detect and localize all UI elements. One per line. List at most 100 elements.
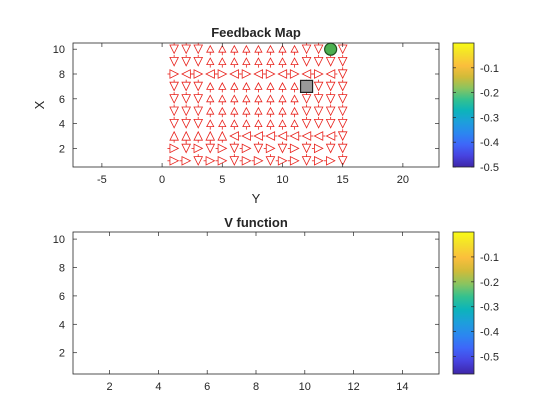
policy-arrow-down	[325, 54, 336, 67]
policy-arrow-down	[337, 141, 348, 154]
v-function-colorbar-tick-label: -0.1	[480, 252, 499, 264]
policy-arrow-up	[254, 119, 263, 130]
policy-arrow-up	[206, 119, 215, 130]
policy-arrow-down	[337, 104, 348, 117]
policy-arrow-up	[206, 57, 215, 68]
policy-arrow-right	[239, 69, 252, 79]
policy-arrow-down	[265, 154, 276, 166]
policy-arrow-up	[266, 44, 275, 56]
policy-arrow-down	[181, 116, 192, 129]
feedback-map-ticks: -5 0 5 10 15 20 2 4 6 8 10	[53, 43, 439, 186]
policy-arrow-up	[254, 44, 263, 56]
feedback-colorbar-bar	[452, 42, 475, 168]
policy-arrow-left	[229, 131, 242, 141]
policy-arrow-up	[230, 119, 239, 130]
policy-arrow-left	[313, 131, 326, 141]
policy-arrow-up	[278, 57, 287, 68]
policy-arrow-down	[313, 42, 324, 55]
policy-arrow-up	[242, 119, 251, 130]
policy-arrow-up	[230, 106, 239, 118]
policy-arrow-up	[290, 106, 299, 118]
policy-arrow-right	[287, 143, 300, 154]
policy-arrow-up	[206, 82, 215, 93]
v-function-colorbar-tick-label: -0.4	[480, 327, 499, 339]
policy-arrow-down	[337, 79, 348, 92]
policy-arrow-right	[311, 69, 324, 79]
policy-arrow-right	[239, 155, 252, 166]
policy-arrow-up	[242, 82, 251, 93]
v-function-frame	[72, 231, 440, 375]
policy-arrow-up	[206, 94, 215, 105]
policy-arrow-right	[311, 155, 324, 166]
policy-arrow-down	[301, 116, 312, 129]
policy-arrow-down	[181, 42, 192, 55]
policy-arrow-down	[301, 42, 312, 55]
policy-arrow-left	[241, 131, 254, 141]
feedback-map-ytick-label: 4	[59, 119, 65, 131]
policy-arrow-down	[325, 116, 336, 129]
policy-arrow-right	[179, 155, 192, 166]
policy-arrow-up	[193, 130, 204, 143]
policy-arrow-down	[301, 104, 312, 117]
v-function-ytick-label: 10	[53, 234, 65, 246]
policy-arrow-down	[337, 154, 348, 166]
policy-arrow-right	[275, 155, 288, 166]
policy-arrow-down	[205, 141, 216, 154]
policy-arrow-up	[218, 57, 227, 68]
feedback-map-xtick-label: 10	[276, 174, 288, 186]
policy-arrow-up	[254, 82, 263, 93]
feedback-map-title: Feedback Map	[211, 25, 301, 40]
feedback-map-frame	[72, 42, 440, 168]
v-function-colorbar-bar	[452, 231, 475, 375]
policy-arrow-up	[242, 44, 251, 56]
goal-marker	[324, 42, 338, 56]
v-function-xtick-label: 10	[299, 381, 311, 393]
policy-arrow-up	[242, 57, 251, 68]
policy-arrow-down	[313, 92, 324, 104]
policy-arrow-up	[242, 106, 251, 118]
policy-arrow-down	[193, 42, 204, 55]
policy-arrow-up	[266, 57, 275, 68]
policy-arrow-down	[181, 104, 192, 117]
policy-arrow-left	[301, 131, 314, 141]
policy-arrow-right	[251, 155, 264, 166]
v-function-ytick-label: 4	[59, 319, 65, 331]
feedback-colorbar-tick-label: -0.2	[480, 88, 499, 100]
policy-arrow-left	[277, 131, 290, 141]
v-function-xtick-label: 12	[347, 381, 359, 393]
policy-arrow-down	[325, 92, 336, 104]
feedback-colorbar-tick-label: -0.4	[480, 137, 499, 149]
v-function-xtick-label: 6	[204, 381, 210, 393]
policy-arrow-right	[191, 69, 204, 79]
feedback-map-xtick-label: -5	[97, 174, 107, 186]
feedback-map-xtick-label: 15	[337, 174, 349, 186]
feedback-map-xtick-label: 20	[397, 174, 409, 186]
policy-arrow-right	[263, 69, 276, 79]
v-function-xtick-label: 14	[396, 381, 408, 393]
policy-arrow-down	[325, 104, 336, 117]
policy-arrow-up	[266, 82, 275, 93]
policy-arrow-up	[290, 57, 299, 68]
policy-arrow-left	[289, 131, 302, 141]
policy-arrow-down	[325, 79, 336, 92]
feedback-colorbar-tick-label: -0.3	[480, 112, 499, 124]
policy-arrow-down	[193, 54, 204, 67]
policy-arrow-up	[181, 130, 192, 143]
policy-arrow-right	[287, 69, 300, 79]
policy-arrow-up	[266, 94, 275, 105]
policy-arrow-down	[301, 154, 312, 166]
v-function-xtick-label: 4	[155, 381, 161, 393]
v-function-colorbar: -0.1 -0.2 -0.3 -0.4 -0.5	[452, 231, 499, 375]
policy-arrow-down	[301, 141, 312, 154]
policy-arrow-down	[181, 54, 192, 67]
policy-arrow-right	[191, 143, 204, 154]
policy-arrow-right	[167, 69, 180, 79]
policy-arrow-up	[278, 119, 287, 130]
v-function-axes: V function 2 4 6 8 10 12 14 2 4 6 8 10 -0.1 -0.2 -0.3…	[53, 215, 499, 393]
policy-arrow-right	[167, 143, 180, 154]
policy-arrow-left	[229, 69, 242, 79]
policy-arrow-right	[215, 143, 228, 154]
policy-arrow-up	[278, 44, 287, 56]
policy-arrow-left	[301, 69, 314, 79]
